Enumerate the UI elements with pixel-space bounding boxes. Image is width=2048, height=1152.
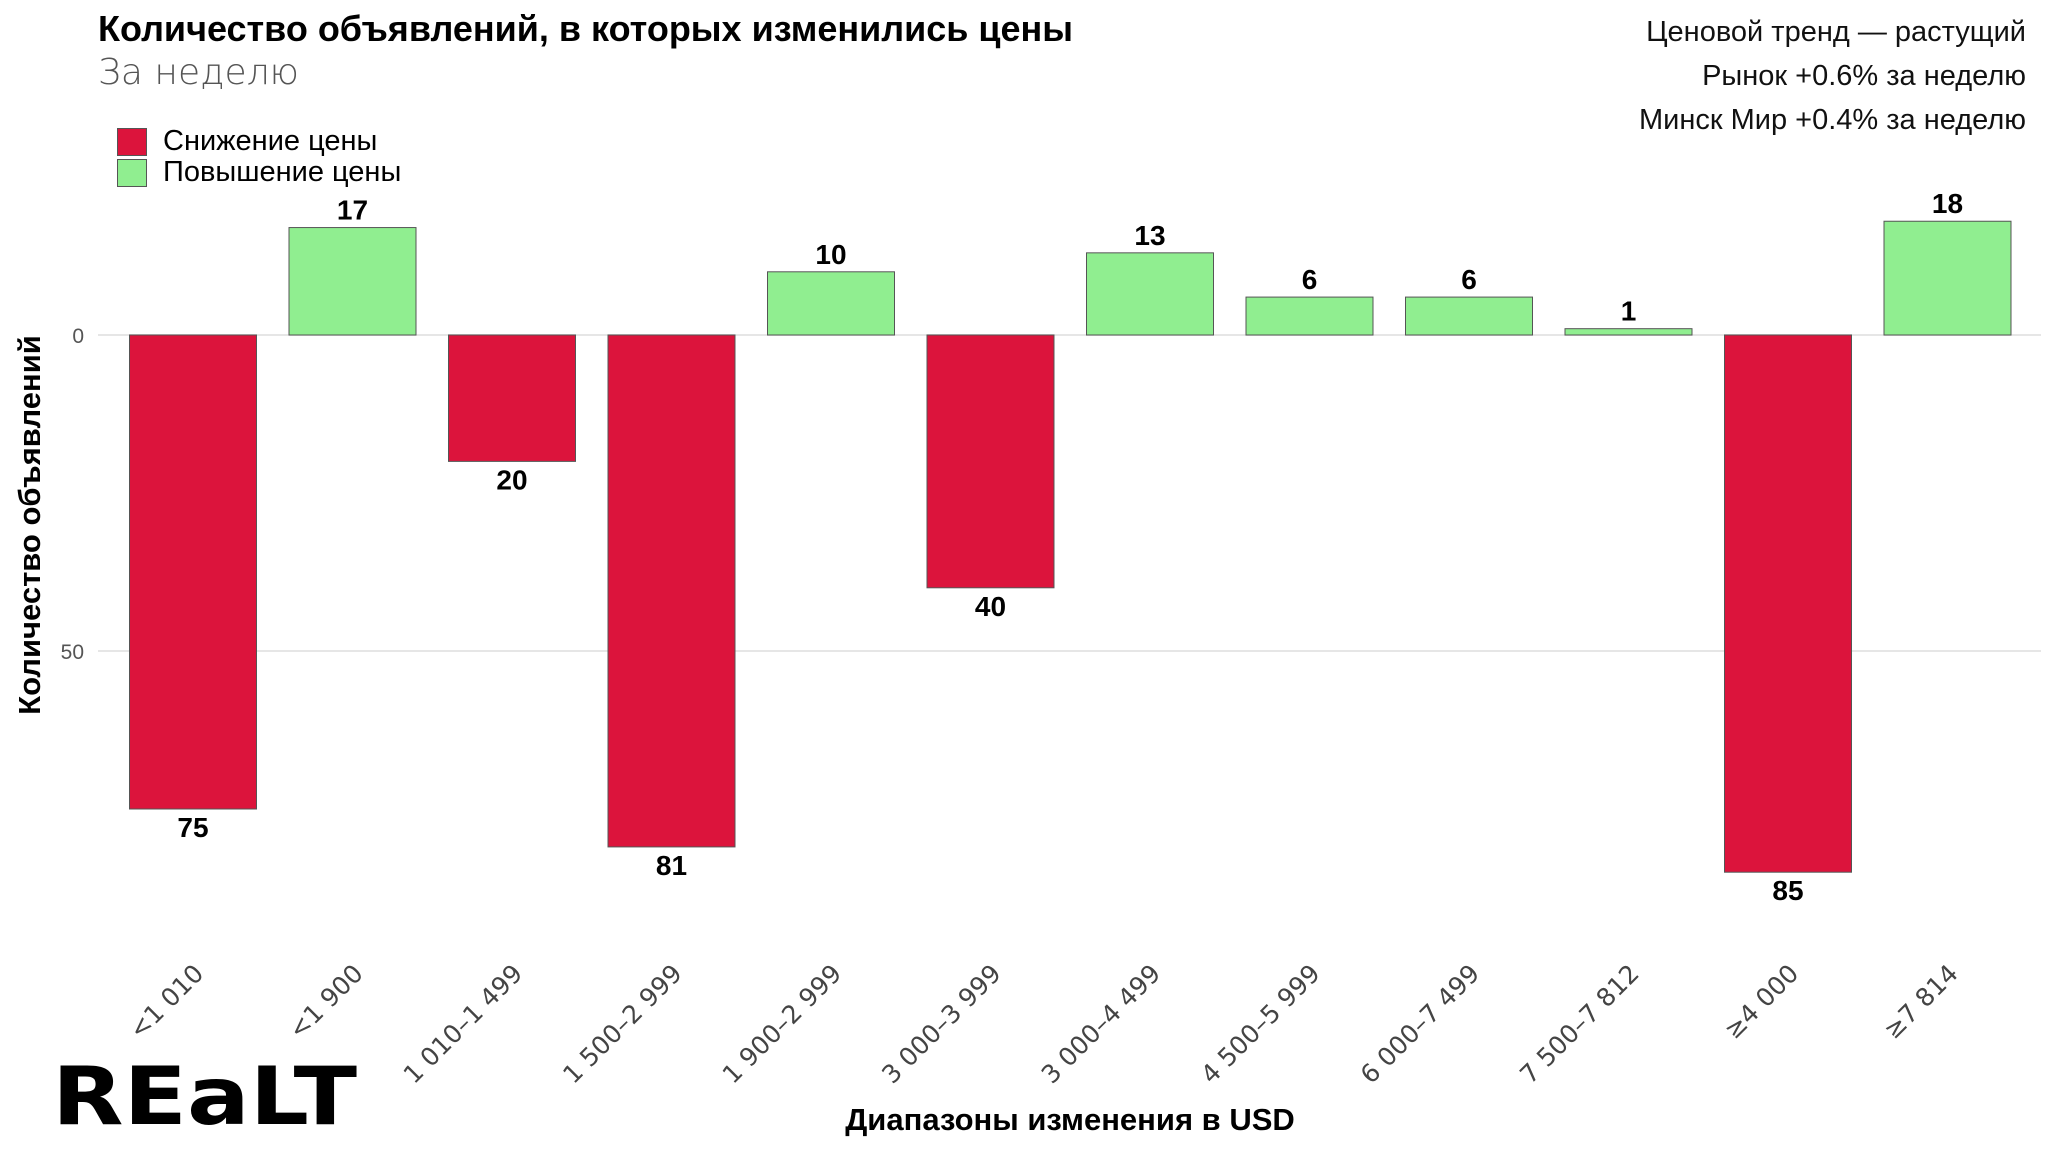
x-tick-label: ≥7 814 [1878,959,1964,1045]
annotation-market: Рынок +0.6% за неделю [1702,60,2026,92]
bar [1883,220,2012,336]
bar [288,227,417,336]
bar [1564,328,1693,336]
chart-title: Количество объявлений, в которых изменил… [98,8,1074,49]
legend: Снижение цены Повышение цены [117,125,402,188]
x-tick-label: 3 000–3 999 [876,959,1007,1090]
legend-swatch-decrease [117,127,147,156]
x-tick-label: ≥4 000 [1718,959,1804,1045]
y-tick-label: 50 [61,641,84,664]
bar [767,271,895,336]
x-tick-label: <1 010 [123,959,209,1045]
annotation-trend: Ценовой тренд — растущий [1646,16,2026,48]
data-label: 85 [1772,875,1803,906]
realt-logo: REaLT [52,1050,362,1143]
bar [926,334,1055,589]
svg-text:REaLT: REaLT [52,1056,357,1131]
bar [1086,252,1214,336]
chart-subtitle: За неделю [98,52,299,93]
annotation-minsk-mir: Минск Мир +0.4% за неделю [1639,104,2026,136]
bar [1724,334,1852,873]
data-label: 20 [496,464,527,495]
legend-label: Снижение цены [163,125,378,157]
x-axis-title: Диапазоны изменения в USD [845,1102,1295,1137]
x-tick-label: 1 500–2 999 [557,959,688,1090]
legend-item-decrease: Снижение цены [117,125,401,157]
data-label: 81 [656,850,687,881]
x-tick-label: <1 900 [283,959,369,1045]
data-label: 1 [1621,296,1637,327]
bar [448,334,576,462]
x-tick-label: 4 500–5 999 [1195,959,1326,1090]
trend-annotations: Ценовой тренд — растущий Рынок +0.6% за … [1639,10,2026,142]
x-tick-label: 1 010–1 499 [398,959,529,1090]
data-label: 13 [1134,220,1165,251]
x-tick-label: 6 000–7 499 [1355,959,1486,1090]
x-tick-label: 3 000–4 499 [1036,959,1167,1090]
data-label: 10 [815,239,846,270]
data-label: 40 [975,591,1006,622]
data-label: 18 [1932,188,1963,219]
y-axis-title: Количество объявлений [12,335,47,715]
bar [129,334,257,810]
bar [1245,296,1374,336]
data-label: 17 [337,195,368,226]
x-tick-label: 1 900–2 999 [717,959,848,1090]
legend-label: Повышение цены [163,156,402,188]
y-tick-label: 0 [72,325,84,348]
bar [1405,296,1533,336]
legend-swatch-increase [117,158,147,187]
data-label: 75 [177,812,208,843]
x-tick-label: 7 500–7 812 [1514,959,1645,1090]
data-label: 6 [1461,264,1477,295]
data-label: 6 [1302,264,1318,295]
legend-item-increase: Повышение цены [117,156,402,188]
bar [607,334,736,848]
